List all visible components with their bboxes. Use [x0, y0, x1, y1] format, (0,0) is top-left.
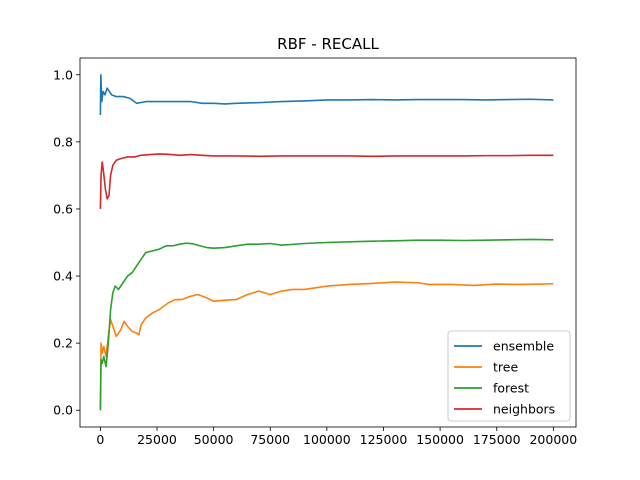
legend-label-tree: tree — [493, 360, 518, 375]
x-tick-label: 200000 — [529, 432, 577, 447]
y-tick-label: 1.0 — [53, 67, 73, 82]
legend: ensemble tree forest neighbors — [447, 330, 571, 422]
y-tick-label: 0.6 — [53, 201, 73, 216]
y-tick-label: 0.8 — [53, 134, 73, 149]
series-line-neighbors — [99, 153, 554, 209]
series-layer — [99, 73, 554, 411]
y-tick-label: 0.0 — [53, 403, 73, 418]
x-tick-label: 25000 — [137, 432, 177, 447]
x-tick-label: 125000 — [360, 432, 408, 447]
series-line-tree — [99, 281, 554, 411]
x-tick-label: 0 — [96, 432, 104, 447]
y-axis: 0.0 0.2 0.4 0.6 0.8 1.0 — [53, 67, 80, 418]
x-tick-label: 150000 — [416, 432, 464, 447]
legend-label-neighbors: neighbors — [493, 402, 555, 417]
chart-title: RBF - RECALL — [277, 35, 379, 53]
x-tick-label: 175000 — [473, 432, 521, 447]
x-tick-label: 75000 — [250, 432, 290, 447]
legend-label-forest: forest — [493, 381, 529, 396]
x-axis: 0 25000 50000 75000 100000 125000 150000 175000… — [96, 427, 577, 447]
y-tick-label: 0.2 — [53, 336, 73, 351]
x-tick-label: 100000 — [303, 432, 351, 447]
series-line-forest — [99, 238, 554, 411]
plot-frame — [79, 57, 577, 428]
legend-label-ensemble: ensemble — [493, 339, 554, 354]
y-tick-label: 0.4 — [53, 269, 73, 284]
series-line-ensemble — [99, 73, 554, 116]
legend-box — [447, 330, 571, 422]
x-tick-label: 50000 — [194, 432, 234, 447]
